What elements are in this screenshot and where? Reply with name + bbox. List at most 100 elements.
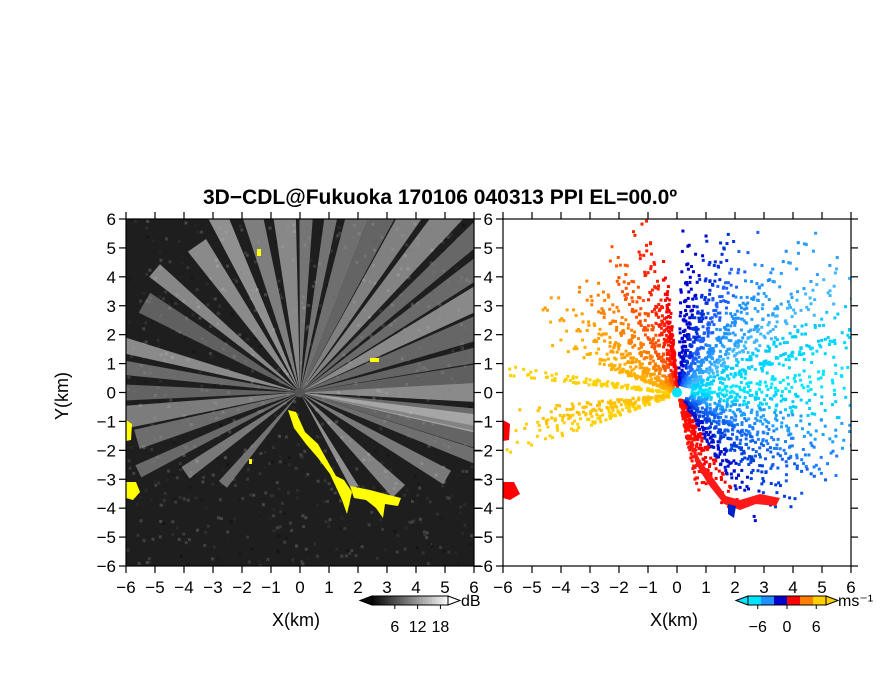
velocity-pixel: [778, 454, 782, 458]
velocity-pixel: [674, 371, 678, 375]
noise-pixel: [426, 562, 430, 566]
velocity-pixel: [782, 352, 786, 356]
noise-pixel: [253, 260, 257, 264]
velocity-pixel: [762, 361, 766, 365]
edge-echo: [728, 504, 736, 518]
velocity-pixel: [636, 404, 640, 408]
velocity-pixel: [621, 322, 625, 326]
velocity-pixel: [760, 470, 764, 474]
velocity-pixel: [700, 406, 704, 410]
velocity-pixel: [793, 462, 797, 466]
velocity-pixel: [764, 439, 768, 443]
velocity-pixel: [695, 352, 699, 356]
velocity-pixel: [729, 404, 733, 408]
velocity-pixel: [710, 382, 714, 386]
velocity-pixel: [638, 352, 642, 356]
noise-pixel: [392, 537, 396, 541]
velocity-pixel: [682, 403, 686, 407]
y-tick-label: 0: [484, 384, 493, 403]
velocity-pixel: [723, 480, 727, 484]
noise-pixel: [250, 381, 254, 385]
velocity-pixel: [766, 388, 770, 392]
velocity-pixel: [695, 422, 699, 426]
noise-pixel: [271, 494, 275, 498]
velocity-pixel: [848, 276, 851, 280]
velocity-pixel: [774, 392, 778, 396]
velocity-pixel: [681, 344, 685, 348]
velocity-pixel: [663, 276, 667, 280]
velocity-pixel: [688, 448, 692, 452]
velocity-pixel: [529, 376, 533, 380]
velocity-pixel: [749, 439, 753, 443]
velocity-pixel: [607, 410, 611, 414]
noise-pixel: [206, 303, 210, 307]
velocity-pixel: [555, 424, 559, 428]
noise-pixel: [276, 549, 280, 553]
noise-pixel: [461, 469, 465, 473]
x-tick-label: −4: [174, 578, 193, 597]
velocity-pixel: [809, 347, 813, 351]
velocity-pixel: [624, 403, 628, 407]
noise-pixel: [218, 498, 222, 502]
velocity-pixel: [689, 403, 693, 407]
velocity-pixel: [589, 423, 593, 427]
velocity-pixel: [672, 354, 676, 358]
velocity-pixel: [834, 434, 838, 438]
noise-pixel: [149, 497, 153, 501]
velocity-pixel: [708, 406, 712, 410]
velocity-pixel: [712, 309, 716, 313]
velocity-pixel: [678, 399, 682, 403]
velocity-pixel: [713, 375, 717, 379]
velocity-pixel: [642, 366, 646, 370]
velocity-pixel: [705, 239, 709, 243]
velocity-pixel: [737, 344, 741, 348]
velocity-pixel: [718, 463, 722, 467]
velocity-pixel: [725, 324, 729, 328]
colorbar-tick-label: 6: [812, 619, 821, 636]
velocity-pixel: [730, 476, 734, 480]
velocity-pixel: [720, 370, 724, 374]
noise-pixel: [465, 219, 469, 223]
y-axis-label: Y(km): [52, 372, 72, 420]
noise-pixel: [179, 465, 183, 469]
velocity-pixel: [774, 483, 778, 487]
noise-pixel: [381, 527, 385, 531]
velocity-pixel: [853, 377, 856, 380]
velocity-pixel: [749, 358, 753, 362]
velocity-pixel: [737, 407, 741, 411]
velocity-pixel: [625, 387, 629, 391]
velocity-pixel: [790, 411, 794, 415]
velocity-pixel: [734, 444, 738, 448]
noise-pixel: [174, 301, 178, 305]
velocity-pixel: [682, 399, 686, 403]
intensity-beam: [300, 219, 395, 393]
velocity-pixel: [705, 367, 709, 371]
velocity-pixel: [687, 410, 691, 414]
velocity-pixel: [738, 485, 742, 489]
velocity-pixel: [758, 344, 762, 348]
velocity-pixel: [658, 343, 662, 347]
noise-pixel: [277, 279, 281, 283]
noise-pixel: [259, 451, 263, 455]
velocity-pixel: [724, 352, 728, 356]
noise-pixel: [301, 514, 305, 518]
x-tick-label: 3: [382, 578, 391, 597]
velocity-pixel: [708, 386, 712, 390]
velocity-pixel: [740, 430, 744, 434]
velocity-pixel: [720, 471, 724, 475]
velocity-pixel: [749, 411, 753, 415]
velocity-pixel: [649, 341, 653, 345]
velocity-pixel: [730, 424, 734, 428]
velocity-pixel: [701, 258, 705, 262]
velocity-pixel: [715, 421, 719, 425]
velocity-pixel: [780, 425, 784, 429]
velocity-pixel: [763, 457, 767, 461]
velocity-pixel: [651, 325, 655, 329]
velocity-pixel: [737, 250, 741, 254]
velocity-pixel: [657, 357, 661, 361]
velocity-pixel: [617, 282, 621, 286]
noise-pixel: [167, 335, 171, 339]
velocity-pixel: [666, 285, 670, 289]
noise-pixel: [128, 320, 132, 324]
velocity-pixel: [688, 419, 692, 423]
